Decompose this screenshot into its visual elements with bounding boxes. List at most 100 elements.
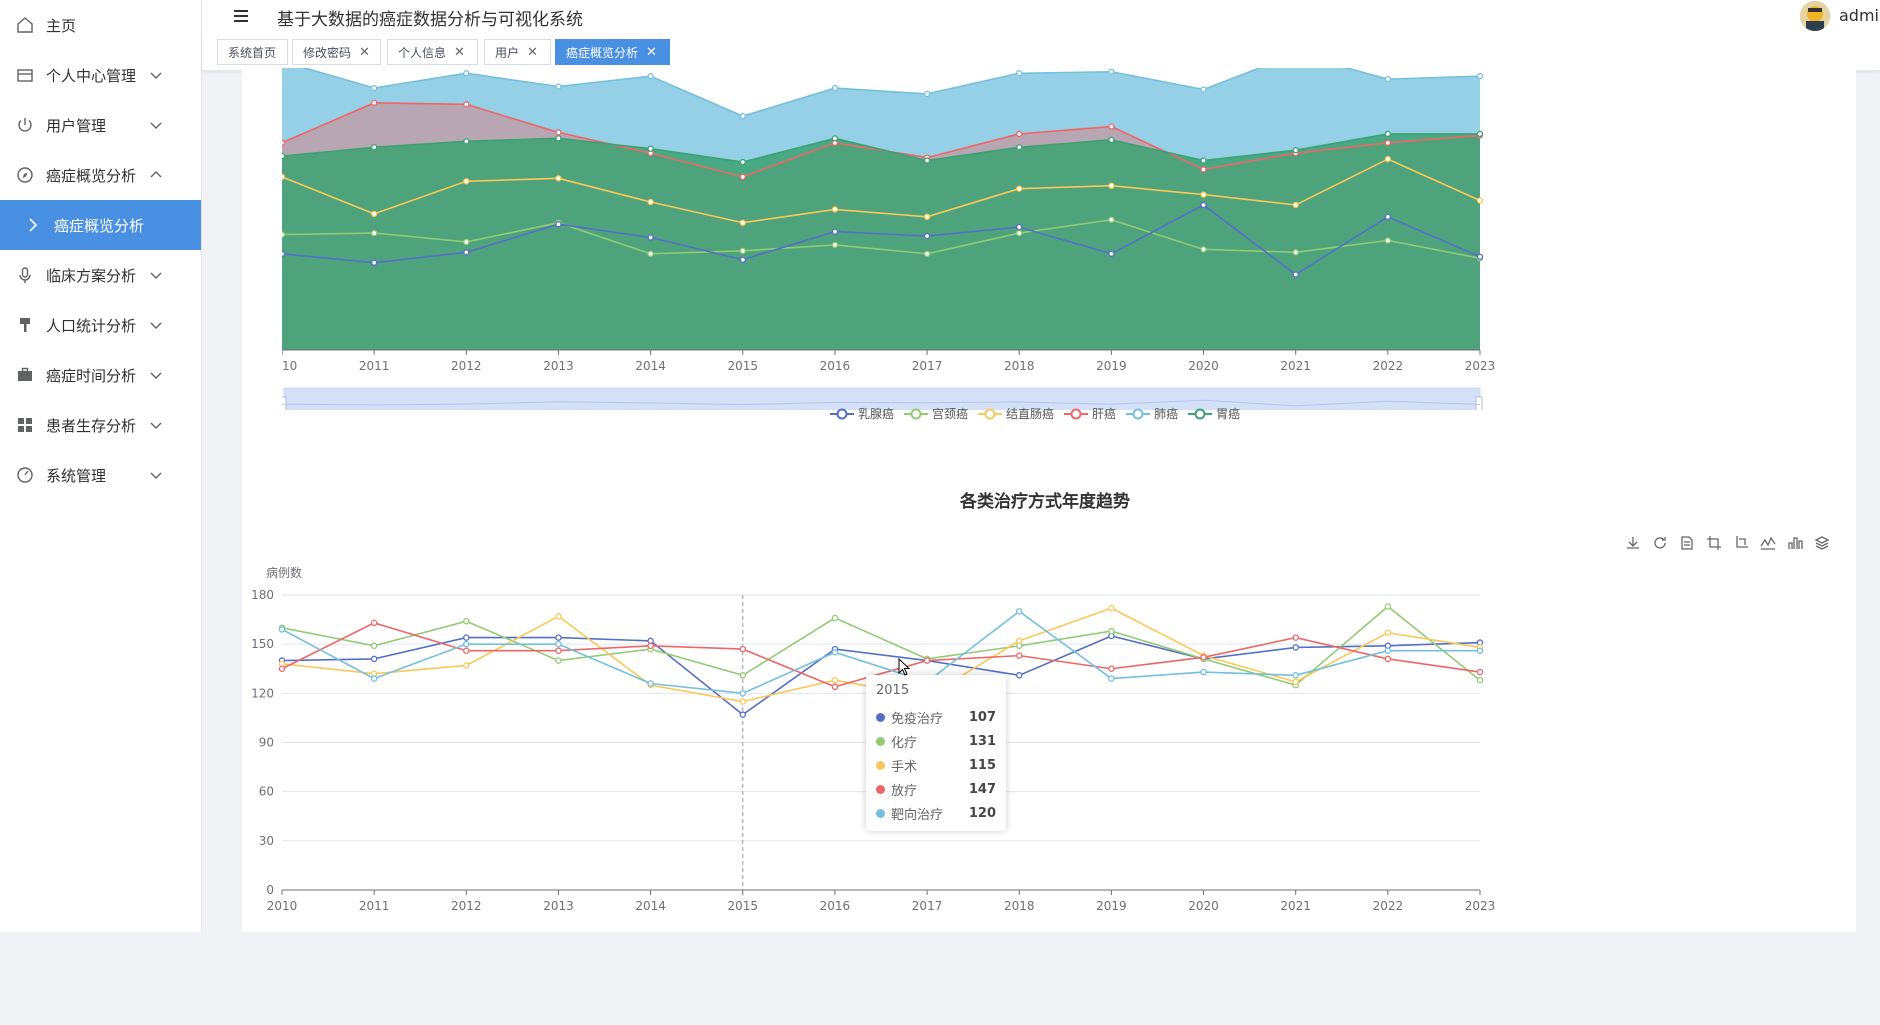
data-point (1200, 86, 1207, 93)
sidebar-item-7[interactable]: 癌症时间分析 (0, 350, 201, 400)
wallet-icon (16, 66, 34, 84)
x-tick-label: 2015 (727, 359, 758, 373)
brush-icon (16, 316, 34, 334)
sidebar-item-label: 用户管理 (46, 116, 107, 135)
data-point (923, 157, 931, 164)
zoom-reset-icon[interactable] (1730, 532, 1751, 553)
y-tick-label: 30 (259, 834, 274, 848)
x-tick-label: 2012 (451, 899, 482, 913)
data-point (1016, 70, 1023, 77)
tab-0[interactable]: 系统首页 (217, 39, 288, 65)
line-chart-icon[interactable] (1757, 532, 1778, 553)
data-point (739, 113, 746, 120)
series-dot (876, 712, 885, 722)
data-point (1292, 201, 1299, 209)
data-point (647, 234, 654, 241)
tabs-bar: 系统首页 修改密码 ✕ 个人信息 ✕ 用户 ✕ 癌症概览分析 ✕ (202, 34, 1880, 71)
sidebar-item-label: 临床方案分析 (46, 266, 137, 285)
data-point (739, 256, 746, 263)
hamburger-icon[interactable] (232, 8, 250, 24)
avatar[interactable] (1800, 1, 1830, 31)
sidebar-item-label: 患者生存分析 (46, 416, 137, 435)
chevron-down-icon (149, 468, 163, 486)
data-point (463, 647, 470, 654)
slider-handle-right (1475, 396, 1483, 410)
data-point (282, 231, 286, 238)
download-icon[interactable] (1622, 532, 1643, 553)
legend-label: 肝癌 (1092, 407, 1117, 421)
tab-label: 系统首页 (228, 45, 277, 60)
x-tick-label: 2022 (1373, 359, 1404, 373)
data-point (1476, 676, 1484, 684)
data-point (739, 645, 747, 653)
x-tick-label: 2012 (451, 359, 482, 373)
tab-1[interactable]: 修改密码 ✕ (292, 39, 381, 65)
data-point (1384, 155, 1391, 163)
close-icon[interactable]: ✕ (646, 44, 657, 60)
sidebar-item-5[interactable]: 临床方案分析 (0, 250, 201, 300)
data-point (1292, 678, 1299, 686)
data-point (739, 158, 746, 166)
sidebar-item-0[interactable]: 主页 (0, 0, 201, 50)
data-point (371, 229, 378, 237)
sidebar-item-label: 癌症时间分析 (46, 366, 137, 385)
tooltip-row: 手术 115 (876, 753, 996, 777)
refresh-icon[interactable] (1649, 532, 1670, 553)
sidebar-item-9[interactable]: 系统管理 (0, 450, 201, 500)
legend-item[interactable]: 肺癌 (1126, 405, 1178, 422)
tooltip-series-name: 手术 (891, 759, 918, 775)
x-tick-label: 2021 (1280, 359, 1311, 373)
x-tick-label: 2016 (820, 359, 851, 373)
x-tick-label: 2017 (912, 899, 943, 913)
data-point (282, 139, 286, 146)
data-point (1108, 675, 1115, 682)
y-tick-label: 90 (259, 736, 274, 750)
data-point (463, 101, 470, 108)
sidebar-item-2[interactable]: 用户管理 (0, 100, 201, 150)
header-bar: 基于大数据的癌症数据分析与可视化系统 admin (202, 0, 1880, 34)
app-title: 基于大数据的癌症数据分析与可视化系统 (277, 10, 583, 30)
legend-item[interactable]: 宫颈癌 (904, 405, 968, 422)
data-point (1476, 73, 1484, 80)
close-icon[interactable]: ✕ (359, 44, 370, 60)
username[interactable]: admin (1839, 6, 1880, 25)
data-view-icon[interactable] (1676, 532, 1697, 553)
legend-item[interactable]: 结直肠癌 (978, 405, 1054, 422)
data-point (555, 83, 562, 90)
stack-icon[interactable] (1811, 532, 1832, 553)
legend-item[interactable]: 胃癌 (1188, 405, 1240, 422)
legend-item[interactable]: 肝癌 (1064, 405, 1116, 422)
sidebar-item-6[interactable]: 人口统计分析 (0, 300, 201, 350)
x-tick-label: 2017 (912, 359, 943, 373)
data-point (647, 145, 654, 152)
chevron-down-icon (149, 118, 163, 136)
data-point (923, 90, 931, 98)
close-icon[interactable]: ✕ (527, 44, 538, 60)
sidebar-item-3[interactable]: 癌症概览分析 (0, 150, 201, 200)
tooltip-row: 化疗 131 (876, 729, 996, 753)
data-point (370, 642, 378, 650)
sidebar-item-8[interactable]: 患者生存分析 (0, 400, 201, 450)
tab-label: 癌症概览分析 (566, 45, 639, 60)
legend-marker (1126, 408, 1151, 419)
tab-3[interactable]: 用户 ✕ (484, 39, 551, 65)
treatment-line-chart: 病例数 0 30 60 90 120 150 180 2010 2011 2012 2013 2014 2… (251, 565, 1495, 913)
tab-4[interactable]: 癌症概览分析 ✕ (555, 39, 670, 65)
data-point (463, 634, 470, 641)
home-icon (16, 16, 34, 34)
tooltip-series-name: 免疫治疗 (891, 711, 944, 727)
briefcase-icon (16, 366, 34, 384)
data-point (739, 698, 747, 705)
data-point (1108, 216, 1115, 223)
sidebar-item-label: 癌症概览分析 (46, 166, 137, 185)
legend-item[interactable]: 乳腺癌 (830, 405, 894, 422)
close-icon[interactable]: ✕ (454, 44, 465, 60)
x-tick-label: 2019 (1096, 359, 1127, 373)
bar-chart-icon[interactable] (1784, 532, 1805, 553)
grid-icon (16, 416, 34, 434)
slider-preview-line (282, 399, 1481, 407)
tab-2[interactable]: 个人信息 ✕ (387, 39, 478, 65)
zoom-icon[interactable] (1703, 532, 1724, 553)
sidebar-item-4[interactable]: 癌症概览分析 (0, 200, 201, 250)
sidebar-item-1[interactable]: 个人中心管理 (0, 50, 201, 100)
